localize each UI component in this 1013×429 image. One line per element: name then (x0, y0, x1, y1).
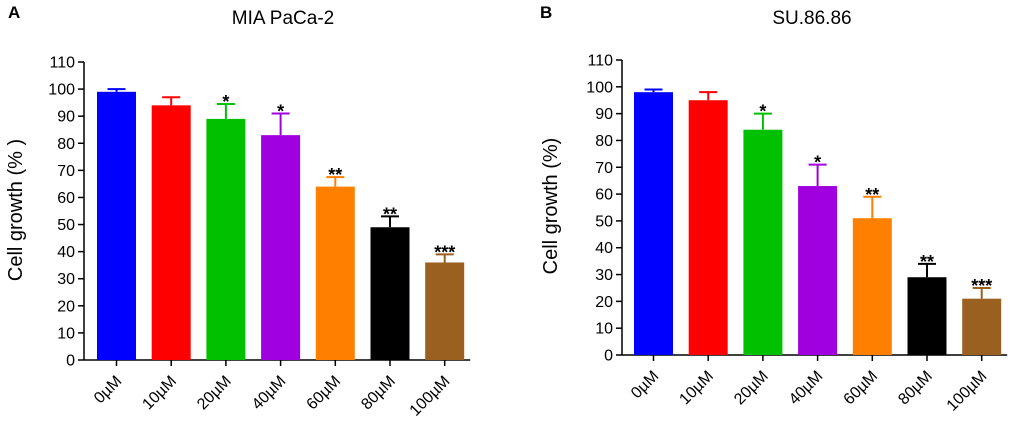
x-tick-label: 100µM (407, 373, 454, 420)
x-tick-label: 80µM (358, 373, 399, 414)
significance-marker: * (814, 153, 821, 173)
y-tick-label: 50 (57, 217, 75, 234)
bar (852, 218, 892, 355)
y-tick-label: 20 (57, 298, 75, 315)
x-tick-label: 40µM (786, 368, 827, 409)
y-tick-label: 90 (57, 109, 75, 126)
bar (743, 129, 783, 355)
x-tick-label: 0µM (628, 368, 662, 402)
y-tick-label: 20 (595, 294, 613, 311)
y-tick-label: 40 (57, 244, 75, 261)
y-tick-label: 0 (66, 353, 75, 370)
bar (962, 298, 1002, 355)
significance-marker: * (222, 92, 229, 112)
y-tick-label: 0 (604, 348, 613, 365)
bar (425, 262, 465, 360)
y-axis-label: Cell growth (%) (540, 138, 562, 275)
significance-marker: * (277, 101, 284, 121)
bar (151, 105, 191, 360)
bar (688, 100, 728, 356)
bar (261, 135, 301, 360)
y-tick-label: 80 (57, 136, 75, 153)
y-tick-label: 50 (595, 213, 613, 230)
y-tick-label: 30 (595, 267, 613, 284)
significance-marker: ** (920, 252, 934, 272)
significance-marker: ** (865, 185, 879, 205)
bar (315, 186, 355, 360)
bar (907, 277, 947, 355)
y-tick-label: 30 (57, 271, 75, 288)
y-tick-label: 10 (57, 325, 75, 342)
y-tick-label: 80 (595, 133, 613, 150)
y-tick-label: 110 (587, 53, 613, 70)
chart-title: SU.86.86 (772, 8, 851, 29)
y-tick-label: 90 (595, 106, 613, 123)
bar (370, 227, 410, 360)
significance-marker: ** (383, 204, 397, 224)
y-tick-label: 60 (57, 190, 75, 207)
x-tick-label: 0µM (91, 373, 125, 407)
x-tick-label: 20µM (731, 368, 772, 409)
y-tick-label: 100 (48, 82, 75, 99)
chart-title: MIA PaCa-2 (232, 8, 334, 29)
x-tick-label: 40µM (249, 373, 290, 414)
panel-letter: B (540, 3, 552, 22)
x-tick-label: 100µM (944, 368, 991, 415)
y-tick-label: 60 (595, 187, 613, 204)
y-tick-label: 110 (49, 55, 75, 72)
significance-marker: *** (971, 276, 992, 296)
y-tick-label: 40 (595, 240, 613, 257)
y-tick-label: 70 (57, 163, 75, 180)
bar (798, 186, 838, 355)
significance-marker: * (759, 102, 766, 122)
y-tick-label: 10 (595, 321, 613, 338)
x-tick-label: 10µM (676, 368, 717, 409)
bar (206, 118, 246, 361)
y-axis-label: Cell growth (% ) (5, 139, 27, 281)
x-tick-label: 60µM (841, 368, 882, 409)
x-tick-label: 20µM (194, 373, 235, 414)
panel-a-chart: A MIA PaCa-2 Cell growth (% ) 0 10 20 30 40 50 60… (5, 3, 471, 420)
bar (634, 92, 673, 355)
bar (97, 91, 136, 361)
y-tick-label: 100 (586, 79, 613, 96)
panel-letter: A (8, 3, 20, 22)
x-tick-label: 60µM (304, 373, 345, 414)
y-tick-label: 70 (595, 160, 613, 177)
significance-marker: ** (328, 165, 342, 185)
x-tick-label: 80µM (895, 368, 936, 409)
significance-marker: *** (434, 242, 455, 262)
panel-b-chart: B SU.86.86 Cell growth (%) 0 10 20 30 40 50 60 70 8… (540, 3, 1008, 415)
x-tick-label: 10µM (139, 373, 180, 414)
